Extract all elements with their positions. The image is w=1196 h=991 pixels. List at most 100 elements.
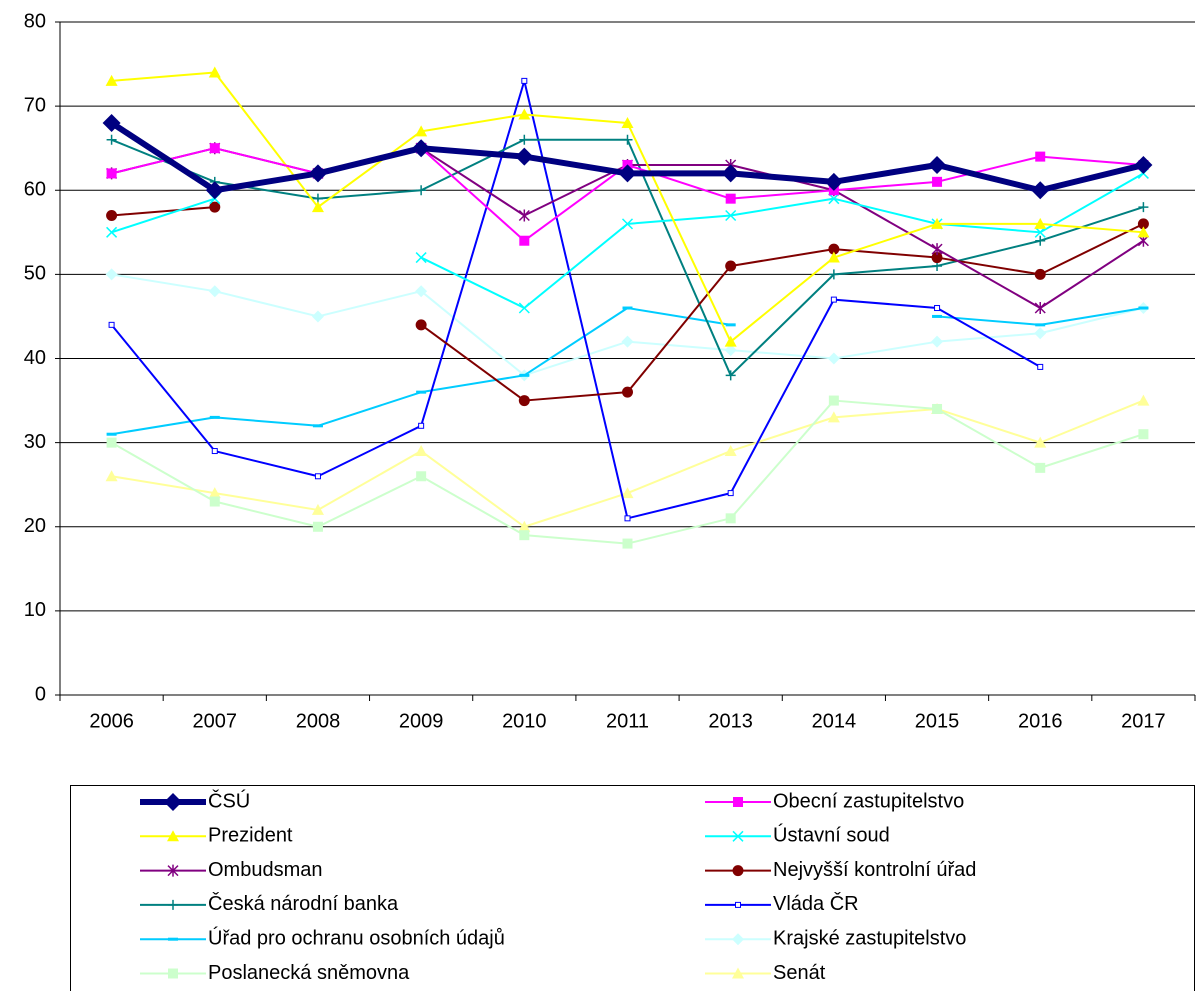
marker [725, 193, 736, 204]
marker [1035, 151, 1046, 162]
marker [211, 448, 218, 455]
legend-box [70, 785, 1195, 991]
marker [518, 209, 530, 222]
legend-label: Obecní zastupitelstvo [773, 790, 964, 812]
marker [827, 251, 840, 263]
marker [415, 125, 428, 137]
marker [830, 296, 837, 303]
marker [164, 793, 182, 811]
marker [415, 252, 427, 264]
marker [205, 181, 224, 200]
marker [735, 901, 741, 908]
marker [934, 305, 941, 312]
marker [518, 395, 530, 407]
marker [928, 156, 947, 175]
marker [209, 415, 220, 419]
marker [1031, 181, 1050, 200]
marker [1034, 302, 1046, 315]
marker [209, 496, 220, 507]
marker [106, 432, 117, 436]
marker [311, 310, 324, 323]
marker [106, 134, 117, 145]
series-line [111, 307, 1144, 436]
marker [1137, 394, 1150, 406]
legend-label: Česká národní banka [208, 892, 399, 915]
series-line [111, 273, 1144, 377]
marker [415, 285, 428, 298]
y-tick-label: 20 [24, 515, 46, 537]
marker [827, 411, 840, 423]
marker [1034, 268, 1046, 280]
legend-label: ČSÚ [208, 789, 250, 812]
marker [931, 335, 944, 348]
marker [415, 445, 428, 457]
marker [725, 209, 737, 222]
x-tick-label: 2010 [502, 710, 547, 732]
marker [105, 470, 118, 482]
marker [167, 830, 179, 842]
marker [622, 538, 633, 549]
marker [721, 164, 740, 183]
marker [932, 314, 943, 318]
marker [1137, 218, 1149, 230]
marker [167, 864, 179, 877]
marker [1034, 217, 1047, 229]
marker [415, 319, 427, 331]
marker [518, 302, 530, 314]
marker [624, 515, 631, 522]
marker [519, 530, 530, 541]
y-tick-label: 40 [24, 347, 46, 369]
marker [622, 134, 633, 145]
marker [621, 116, 634, 128]
marker [519, 235, 530, 246]
marker [108, 321, 115, 328]
marker [208, 487, 221, 499]
marker [209, 143, 220, 154]
marker [106, 226, 118, 238]
marker [1138, 429, 1149, 440]
marker [725, 370, 736, 381]
marker [1138, 202, 1149, 213]
marker [311, 201, 324, 213]
y-tick-label: 50 [24, 263, 46, 285]
marker [724, 335, 737, 347]
marker [1035, 323, 1046, 327]
marker [725, 513, 736, 524]
legend-label: Úřad pro ochranu osobních údajů [208, 926, 505, 949]
marker [618, 164, 637, 183]
x-tick-label: 2015 [915, 710, 960, 732]
marker [208, 66, 221, 78]
marker [418, 422, 425, 429]
marker [519, 373, 530, 377]
marker [932, 403, 943, 414]
marker [621, 218, 634, 230]
marker [518, 520, 531, 532]
marker [1138, 306, 1149, 310]
marker [518, 108, 531, 120]
series-line [111, 206, 1144, 402]
marker [724, 344, 737, 357]
marker [828, 269, 839, 280]
marker [828, 193, 840, 205]
marker [1137, 226, 1150, 238]
marker [828, 243, 840, 255]
marker [931, 243, 943, 256]
y-tick-label: 30 [24, 431, 46, 453]
marker [416, 390, 427, 394]
marker [102, 113, 121, 132]
marker [931, 217, 944, 229]
marker [521, 77, 528, 84]
x-tick-label: 2009 [399, 710, 444, 732]
marker [105, 268, 118, 281]
marker [311, 503, 324, 515]
legend-label: Senát [773, 962, 826, 984]
legend-label: Nejvyšší kontrolní úřad [773, 859, 976, 881]
legend-label: Ústavní soud [773, 824, 890, 847]
marker [621, 487, 634, 499]
marker [622, 306, 633, 310]
marker [515, 147, 534, 166]
marker [724, 445, 737, 457]
marker [932, 176, 943, 187]
marker [416, 471, 427, 482]
